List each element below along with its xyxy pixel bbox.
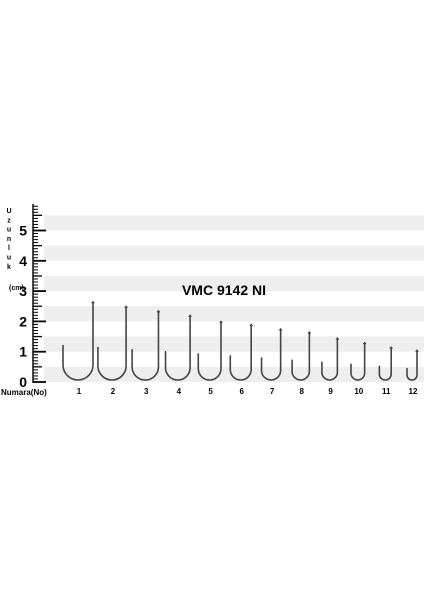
hook-number-label: 12 <box>409 387 418 396</box>
ruler-tick-label: 0 <box>19 374 27 390</box>
hook-8 <box>291 331 311 381</box>
hook-number-label: 8 <box>300 387 305 396</box>
stripe-band <box>44 245 424 261</box>
ruler-tick-label: 3 <box>19 283 27 299</box>
hook-9 <box>321 337 339 381</box>
ruler-unit-letter: l <box>8 245 10 252</box>
hook-4 <box>164 314 191 381</box>
hook-12 <box>406 349 418 381</box>
hook-number-labels: 1 2 3 4 5 6 7 8 9 10 11 12 <box>77 387 418 396</box>
hook-number-label: 4 <box>177 387 182 396</box>
ruler-unit-letter: u <box>7 255 11 262</box>
ruler-unit-letter: k <box>7 264 11 271</box>
hook-number-label: 10 <box>354 387 363 396</box>
ruler-tick-label: 4 <box>19 253 27 269</box>
hook-5 <box>197 320 222 381</box>
hook-number-label: 3 <box>144 387 149 396</box>
hook-number-label: 11 <box>382 387 391 396</box>
hook-7 <box>260 328 282 381</box>
stripe-band <box>44 275 424 292</box>
ruler-tick-label: 2 <box>19 313 27 329</box>
hook-number-label: 2 <box>111 387 116 396</box>
hook-2 <box>97 305 127 381</box>
hook-number-label: 6 <box>240 387 245 396</box>
ruler-tick-label: 5 <box>19 223 27 239</box>
stripe-band <box>44 306 424 322</box>
stripe-band <box>44 215 424 231</box>
ruler-unit-letter: u <box>7 227 11 234</box>
hook-3 <box>131 309 160 381</box>
hook-number-label: 7 <box>270 387 275 396</box>
ruler-unit-letter: U <box>6 208 11 215</box>
hook-10 <box>350 341 366 381</box>
ruler-tick-labels: 0 1 2 3 4 5 <box>19 223 27 391</box>
ruler-tick-label: 1 <box>19 344 27 360</box>
hook-1 <box>62 300 94 381</box>
hook-6 <box>229 323 252 381</box>
chart-title: VMC 9142 NI <box>182 282 266 298</box>
hook-number-label: 1 <box>77 387 82 396</box>
ruler-unit-label: (cm) <box>9 285 24 292</box>
ruler-unit-letter: z <box>7 217 11 224</box>
ruler <box>32 204 46 383</box>
background-stripes <box>44 215 424 382</box>
hook-11 <box>378 346 392 381</box>
hook-number-label: 5 <box>208 387 213 396</box>
hooks <box>62 300 419 381</box>
x-axis-label: Numara(No) <box>1 388 47 397</box>
stripe-band <box>44 336 424 352</box>
hook-number-label: 9 <box>328 387 333 396</box>
ruler-unit-letter: n <box>7 236 11 243</box>
